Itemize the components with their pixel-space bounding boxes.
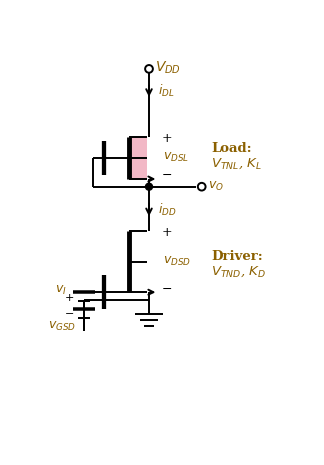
Text: $v_{DSL}$: $v_{DSL}$ [163,151,189,164]
Text: +: + [65,293,75,303]
Text: −: − [161,283,172,296]
Text: $i_{DL}$: $i_{DL}$ [158,82,175,99]
Text: Load:: Load: [211,142,252,155]
Text: $v_{DSD}$: $v_{DSD}$ [163,255,191,268]
Text: $v_{GSD}$: $v_{GSD}$ [48,319,76,332]
Text: Driver:: Driver: [211,250,263,263]
Text: −: − [65,309,75,319]
Circle shape [145,183,153,190]
Text: $v_I$: $v_I$ [55,284,67,297]
Text: $V_{TND}$, $K_D$: $V_{TND}$, $K_D$ [211,264,266,279]
Text: $V_{TNL}$, $K_L$: $V_{TNL}$, $K_L$ [211,156,262,171]
Text: $v_O$: $v_O$ [208,180,224,193]
Text: +: + [161,132,172,145]
Text: $i_{DD}$: $i_{DD}$ [158,202,177,218]
Text: +: + [161,226,172,239]
Bar [131,137,147,179]
Text: −: − [161,169,172,182]
Text: $V_{DD}$: $V_{DD}$ [155,59,181,75]
